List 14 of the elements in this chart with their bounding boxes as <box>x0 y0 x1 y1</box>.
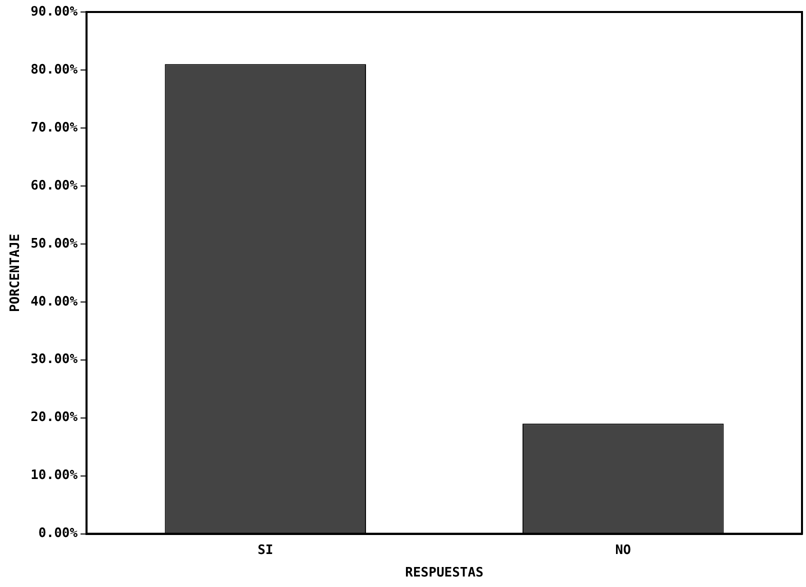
x-axis-title: RESPUESTAS <box>405 566 484 581</box>
x-tick-label: NO <box>615 542 632 558</box>
y-axis-title: PORCENTAJE <box>8 234 24 312</box>
y-tick-label: 20.00% <box>30 410 78 426</box>
y-tick-label: 50.00% <box>30 236 78 252</box>
y-tick-label: 30.00% <box>30 352 78 368</box>
y-tick-label: 60.00% <box>30 178 78 194</box>
y-tick-label: 80.00% <box>30 62 78 78</box>
y-tick-label: 0.00% <box>38 526 78 542</box>
x-tick-label: SI <box>258 542 274 558</box>
y-tick-label: 70.00% <box>30 120 78 136</box>
y-tick-label: 10.00% <box>30 468 78 484</box>
y-tick-label: 40.00% <box>30 294 78 310</box>
y-tick-label: 90.00% <box>30 4 78 20</box>
